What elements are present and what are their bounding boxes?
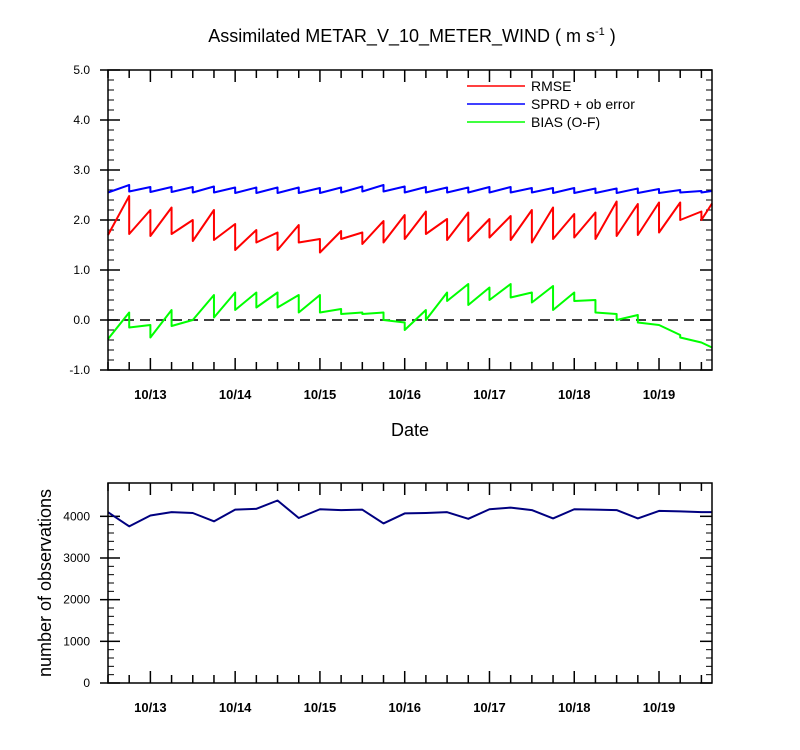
bottom-x-tick-labels: 10/13 10/14 10/15 10/16 10/17 10/18 10/19 xyxy=(134,700,675,715)
bottom-ticks xyxy=(100,483,712,684)
bottom-series-group xyxy=(107,499,712,528)
x-tick-label: 10/14 xyxy=(219,700,252,715)
x-tick-label: 10/15 xyxy=(304,700,337,715)
chart-title-superscript: -1 xyxy=(595,26,605,38)
top-panel: -1.00.01.02.03.04.05.0 10/13 10/14 10/15 10… xyxy=(69,63,713,440)
y-tick-label: 4000 xyxy=(63,509,90,523)
chart-title: Assimilated METAR_V_10_METER_WIND ( m s-… xyxy=(208,26,616,47)
x-tick-label: 10/16 xyxy=(388,387,421,402)
y-tick-label: -1.0 xyxy=(69,363,90,377)
chart-title-main: Assimilated METAR_V_10_METER_WIND ( m s xyxy=(208,26,595,47)
top-x-axis-label: Date xyxy=(391,420,429,440)
top-plot-frame xyxy=(107,69,713,371)
bottom-y-tick-labels: 0 1000 2000 3000 4000 xyxy=(63,509,90,690)
x-tick-label: 10/15 xyxy=(304,387,337,402)
series-line-0 xyxy=(107,499,712,528)
legend-bias-label: BIAS (O-F) xyxy=(531,114,600,130)
x-tick-label: 10/17 xyxy=(473,700,506,715)
x-tick-label: 10/18 xyxy=(558,700,591,715)
x-tick-label: 10/19 xyxy=(643,700,676,715)
top-y-tick-labels: -1.0 0.0 1.0 2.0 3.0 4.0 5.0 xyxy=(69,63,90,377)
x-tick-label: 10/19 xyxy=(643,387,676,402)
x-tick-label: 10/13 xyxy=(134,700,167,715)
y-tick-label: 0.0 xyxy=(73,313,90,327)
y-tick-label: 3.0 xyxy=(73,163,90,177)
legend: RMSE SPRD + ob error BIAS (O-F) xyxy=(467,78,635,130)
series-line-2 xyxy=(107,283,713,349)
y-tick-label: 5.0 xyxy=(73,63,90,77)
y-tick-label: 1000 xyxy=(63,634,90,648)
chart-title-end: ) xyxy=(605,26,616,46)
x-tick-label: 10/13 xyxy=(134,387,167,402)
x-tick-label: 10/14 xyxy=(219,387,252,402)
legend-rmse-label: RMSE xyxy=(531,78,571,94)
top-x-tick-labels: 10/13 10/14 10/15 10/16 10/17 10/18 10/19 xyxy=(134,387,675,402)
x-tick-label: 10/18 xyxy=(558,387,591,402)
bottom-plot-frame xyxy=(107,482,713,684)
series-line-0 xyxy=(107,195,713,254)
y-tick-label: 1.0 xyxy=(73,263,90,277)
x-tick-label: 10/16 xyxy=(388,700,421,715)
series-line-1 xyxy=(107,184,713,194)
legend-sprd-label: SPRD + ob error xyxy=(531,96,635,112)
y-tick-label: 2.0 xyxy=(73,213,90,227)
top-series-group xyxy=(107,184,713,349)
y-tick-label: 0 xyxy=(83,676,90,690)
y-tick-label: 4.0 xyxy=(73,113,90,127)
x-tick-label: 10/17 xyxy=(473,387,506,402)
bottom-y-axis-label: number of observations xyxy=(35,489,55,677)
y-tick-label: 2000 xyxy=(63,593,90,607)
y-tick-label: 3000 xyxy=(63,551,90,565)
